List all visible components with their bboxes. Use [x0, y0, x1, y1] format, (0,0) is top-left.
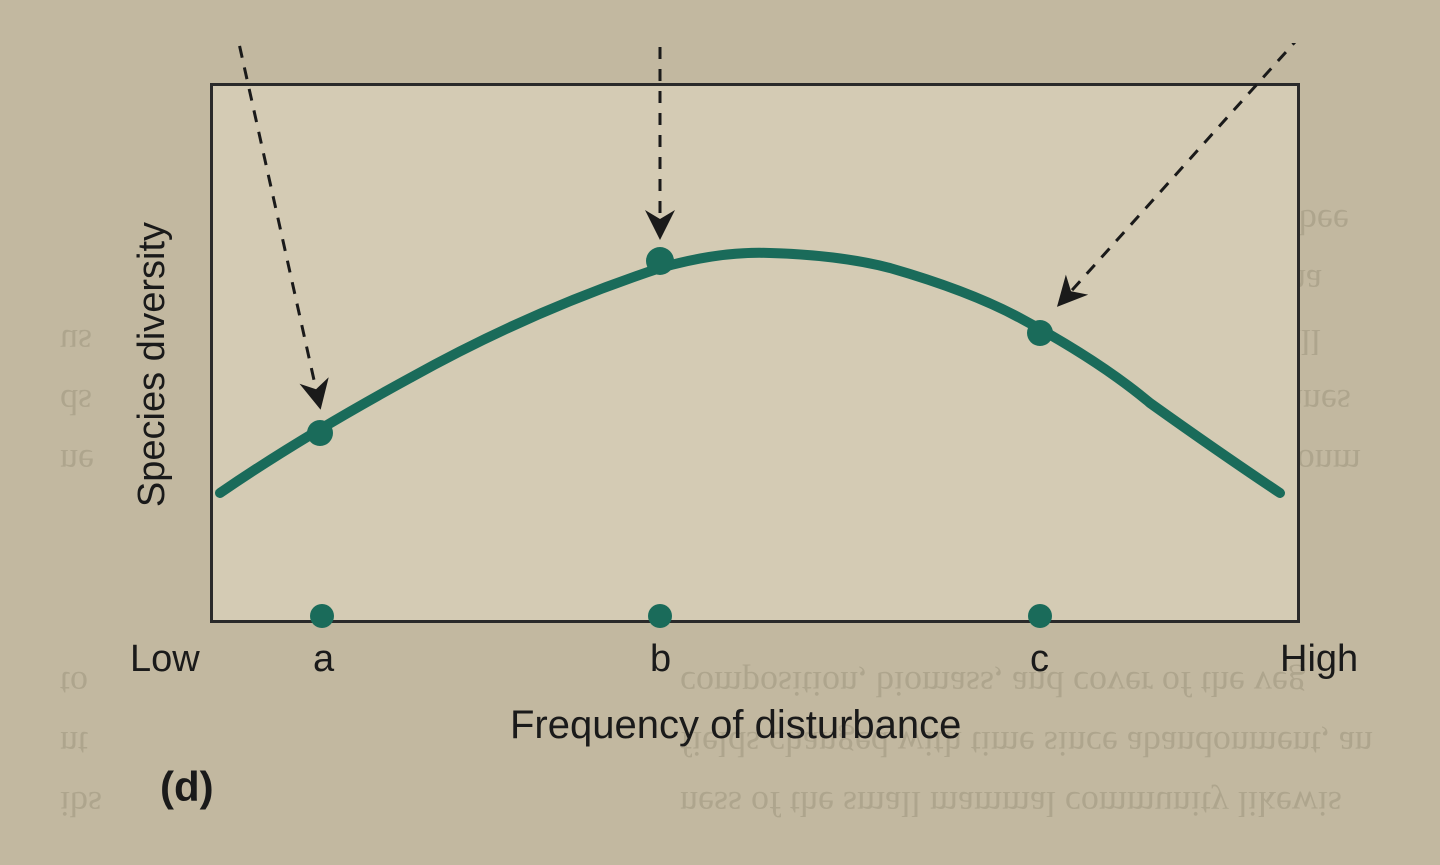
- ghost-text: ds: [60, 381, 92, 423]
- subplot-label: (d): [160, 763, 214, 811]
- ghost-text: ibs: [60, 783, 102, 825]
- chart-container: Similar changes in the diversity of th c…: [70, 43, 1370, 823]
- ghost-text: ne: [60, 441, 94, 483]
- ghost-text: ness of the small mammal community likew…: [680, 783, 1342, 825]
- x-axis-label: Frequency of disturbance: [510, 703, 961, 748]
- ghost-text: us: [60, 321, 92, 363]
- x-tick-a: a: [313, 638, 334, 681]
- x-tick-b: b: [650, 638, 671, 681]
- ghost-text: to: [60, 663, 88, 705]
- x-tick-c: c: [1030, 638, 1049, 681]
- x-tick-low: Low: [130, 638, 200, 681]
- y-axis-label: Species diversity: [131, 221, 174, 506]
- ghost-text: composition, biomass, and cover of the v…: [680, 663, 1306, 705]
- ghost-text: nt: [60, 723, 88, 765]
- x-tick-high: High: [1280, 638, 1358, 681]
- plot-box: [210, 83, 1300, 623]
